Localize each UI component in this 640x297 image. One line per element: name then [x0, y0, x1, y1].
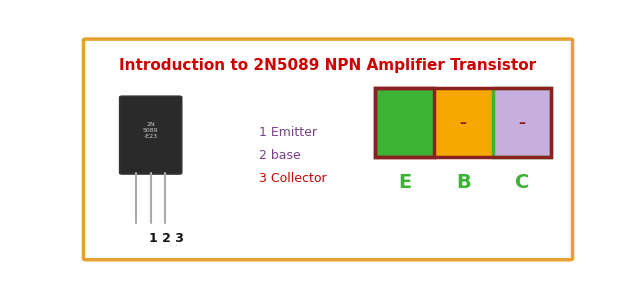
- Bar: [375, 88, 551, 157]
- Text: –: –: [518, 116, 525, 129]
- Bar: [493, 88, 551, 157]
- Bar: [375, 88, 434, 157]
- Text: 1 2 3: 1 2 3: [149, 232, 184, 244]
- FancyBboxPatch shape: [120, 96, 182, 174]
- Bar: [434, 88, 493, 157]
- Text: 3 Collector: 3 Collector: [259, 172, 326, 185]
- Text: E: E: [398, 173, 411, 192]
- Text: 2N
5089
-E23: 2N 5089 -E23: [143, 122, 159, 139]
- Text: 1 Emitter: 1 Emitter: [259, 126, 317, 139]
- Text: B: B: [456, 173, 470, 192]
- FancyBboxPatch shape: [83, 39, 573, 260]
- Bar: [375, 88, 434, 157]
- Text: –: –: [460, 116, 467, 129]
- Bar: [493, 88, 551, 157]
- Text: Introduction to 2N5089 NPN Amplifier Transistor: Introduction to 2N5089 NPN Amplifier Tra…: [120, 58, 536, 73]
- Text: C: C: [515, 173, 529, 192]
- Text: 2 base: 2 base: [259, 149, 300, 162]
